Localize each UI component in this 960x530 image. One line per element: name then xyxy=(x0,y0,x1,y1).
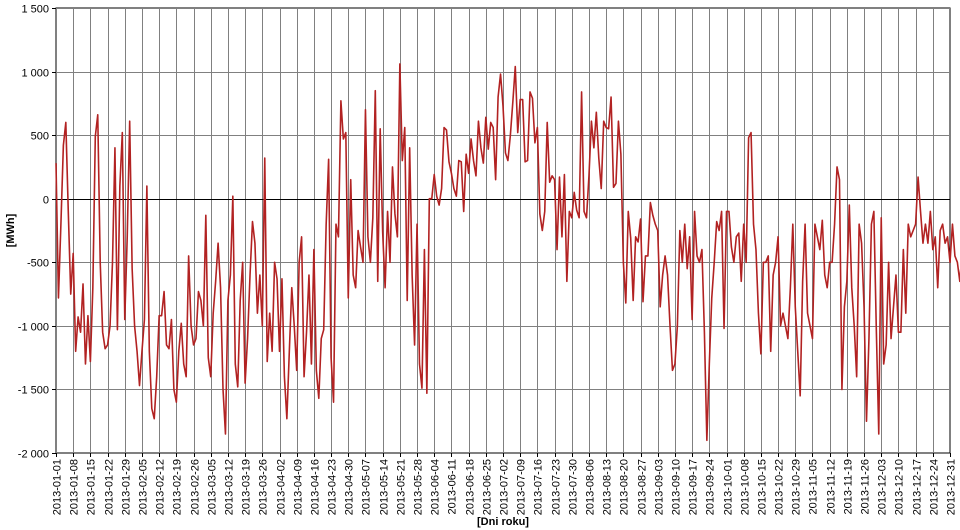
x-tick-label: 2013-09-03 xyxy=(654,459,666,515)
x-axis-label: [Dni roku] xyxy=(477,516,529,528)
x-tick-label: 2013-11-12 xyxy=(826,459,838,514)
x-tick-label: 2013-12-10 xyxy=(894,459,906,515)
x-tick-label: 2013-01-15 xyxy=(86,459,98,515)
x-tick-label: 2013-10-08 xyxy=(740,459,752,515)
x-tick-label: 2013-06-11 xyxy=(447,459,459,514)
x-tick-label: 2013-04-16 xyxy=(310,459,322,515)
x-tick-label: 2013-11-26 xyxy=(860,459,872,514)
x-tick-label: 2013-04-02 xyxy=(276,459,288,515)
x-tick-label: 2013-08-27 xyxy=(637,459,649,515)
x-tick-label: 2013-01-01 xyxy=(52,459,64,515)
series-line xyxy=(55,63,960,442)
x-tick-label: 2013-10-01 xyxy=(723,459,735,515)
x-tick-label: 2013-10-29 xyxy=(791,459,803,515)
x-tick-label: 2013-08-20 xyxy=(619,459,631,515)
x-tick-label: 2013-12-17 xyxy=(912,459,924,515)
x-tick-label: 2013-05-07 xyxy=(361,459,373,515)
x-tick-label: 2013-07-30 xyxy=(568,459,580,515)
x-tick-label: 2013-09-24 xyxy=(705,459,717,515)
y-tick-label: -1 000 xyxy=(18,322,49,334)
x-tick-label: 2013-06-25 xyxy=(482,459,494,515)
x-tick-label: 2013-02-12 xyxy=(155,459,167,515)
x-tick-label: 2013-07-02 xyxy=(499,459,511,515)
y-tick-label: 1 500 xyxy=(21,4,49,16)
x-tick-label: 2013-08-13 xyxy=(602,459,614,515)
x-tick-label: 2013-05-21 xyxy=(396,459,408,515)
y-tick-label: -1 500 xyxy=(18,385,49,397)
x-tick-label: 2013-01-22 xyxy=(104,459,116,515)
x-tick-label: 2013-04-09 xyxy=(293,459,305,515)
x-tick-label: 2013-06-04 xyxy=(430,459,442,515)
x-tick-label: 2013-10-22 xyxy=(774,459,786,515)
x-tick-label: 2013-11-05 xyxy=(808,459,820,514)
x-tick-label: 2013-01-29 xyxy=(121,459,133,515)
y-tick-label: 1 000 xyxy=(21,68,49,80)
x-tick-label: 2013-03-05 xyxy=(207,459,219,515)
series-layer xyxy=(55,63,960,442)
x-tick-label: 2013-03-12 xyxy=(224,459,236,515)
x-tick-label: 2013-05-14 xyxy=(379,459,391,515)
x-tick-label: 2013-07-23 xyxy=(551,459,563,515)
x-tick-labels: 2013-01-01 2013-01-08 2013-01-15 2013-01-22… xyxy=(52,459,958,515)
x-tick-label: 2013-03-26 xyxy=(258,459,270,515)
x-tick-label: 2013-04-23 xyxy=(327,459,339,515)
x-tick-label: 2013-07-09 xyxy=(516,459,528,515)
y-tick-label: -500 xyxy=(27,258,49,270)
x-tick-label: 2013-02-19 xyxy=(172,459,184,515)
y-axis-label: [MWh] xyxy=(5,213,17,247)
x-tick-label: 2013-04-30 xyxy=(344,459,356,515)
x-tick-label: 2013-10-15 xyxy=(757,459,769,515)
x-tick-label: 2013-11-19 xyxy=(843,459,855,514)
x-tick-label: 2013-07-16 xyxy=(533,459,545,515)
x-tick-label: 2013-12-31 xyxy=(946,459,958,515)
axes-layer xyxy=(52,8,951,457)
y-tick-label: -2 000 xyxy=(18,449,49,461)
y-tick-labels: 1 500 1 000 500 0 -500 -1 000 -1 500 -2 000 xyxy=(18,4,49,461)
x-tick-label: 2013-01-08 xyxy=(69,459,81,515)
x-tick-label: 2013-06-18 xyxy=(465,459,477,515)
x-tick-label: 2013-12-24 xyxy=(929,459,941,515)
x-tick-label: 2013-05-28 xyxy=(413,459,425,515)
x-tick-label: 2013-03-19 xyxy=(241,459,253,515)
x-tick-label: 2013-08-06 xyxy=(585,459,597,515)
x-tick-label: 2013-12-03 xyxy=(877,459,889,515)
x-tick-label: 2013-09-10 xyxy=(671,459,683,515)
y-tick-label: 0 xyxy=(43,195,49,207)
y-tick-label: 500 xyxy=(31,131,49,143)
x-tick-label: 2013-02-26 xyxy=(190,459,202,515)
x-tick-label: 2013-02-05 xyxy=(138,459,150,515)
x-tick-label: 2013-09-17 xyxy=(688,459,700,515)
